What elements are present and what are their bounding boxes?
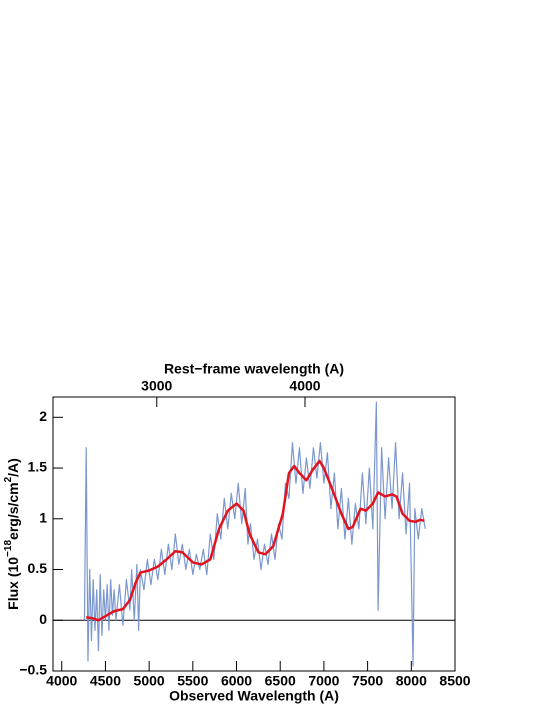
y-tick-label: −0.5 <box>19 662 47 678</box>
x-axis-label: Observed Wavelength (A) <box>169 688 339 704</box>
x-tick-label: 5000 <box>134 673 165 689</box>
smooth-line <box>86 459 425 622</box>
y-label-sup: 2 <box>3 476 14 482</box>
x-tick-label: 4500 <box>90 673 121 689</box>
plot-frame <box>52 396 456 672</box>
x-tick-label: 8500 <box>439 673 470 689</box>
y-label-part: erg/s/cm <box>5 482 21 540</box>
x2-tick-label: 3000 <box>141 378 172 394</box>
y-tick-label: 0.5 <box>28 560 48 576</box>
y-tick-label: 2 <box>39 408 47 424</box>
spectrum-line <box>83 401 426 667</box>
x-tick-label: 6000 <box>221 673 252 689</box>
x-tick-label: 7500 <box>352 673 383 689</box>
y-tick-label: 1 <box>39 509 47 525</box>
x-tick-label: 8000 <box>396 673 427 689</box>
x-tick-label: 4000 <box>46 673 77 689</box>
x-tick-label: 5500 <box>177 673 208 689</box>
y-tick-label: 0 <box>39 611 47 627</box>
x2-tick-label: 4000 <box>289 378 320 394</box>
x-tick-label: 6500 <box>265 673 296 689</box>
x-tick-label: 7000 <box>308 673 339 689</box>
y-axis-label: Flux (10−18erg/s/cm2/A) <box>3 458 21 610</box>
top-axis-label: Rest−frame wavelength (A) <box>164 361 344 377</box>
y-label-sup: −18 <box>3 540 14 557</box>
y-label-part: /A) <box>5 458 21 477</box>
y-tick-label: 1.5 <box>28 459 48 475</box>
y-label-part: Flux (10 <box>5 557 21 610</box>
